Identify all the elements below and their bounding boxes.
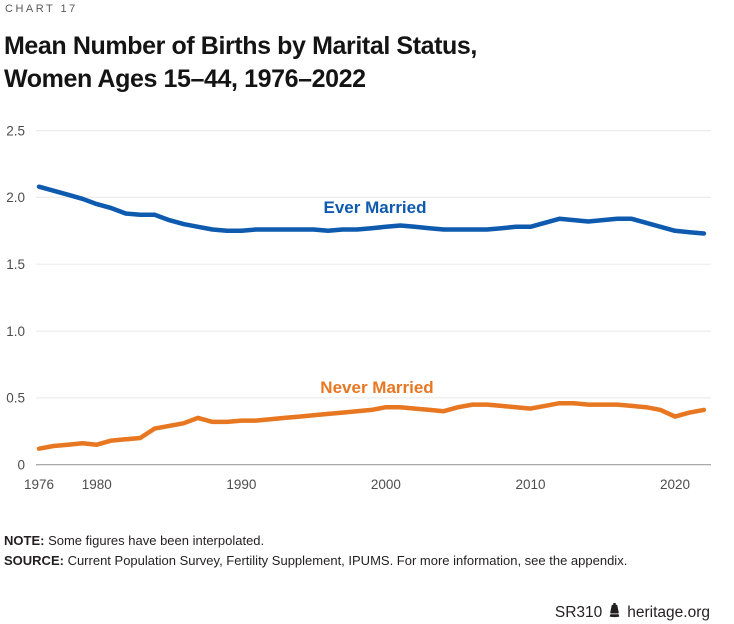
chart-title: Mean Number of Births by Marital Status,…: [4, 32, 477, 93]
notes-block: NOTE: Some figures have been interpolate…: [4, 531, 627, 571]
line-chart: 0 0.5 1.0 1.5 2.0 2.5 1976 1980 1990 2000 2010 2020…: [6, 123, 711, 492]
note-line: NOTE: Some figures have been interpolate…: [4, 531, 627, 551]
liberty-bell-icon: [608, 603, 621, 623]
x-tick-label: 1980: [82, 477, 112, 492]
x-tick-label: 2000: [371, 477, 401, 492]
x-tick-label: 2010: [515, 477, 545, 492]
chart-number-kicker: CHART 17: [5, 3, 78, 15]
y-tick-label: 1.5: [6, 257, 25, 272]
site-name: heritage.org: [627, 604, 710, 621]
note-text: Some figures have been interpolated.: [44, 533, 265, 548]
x-tick-label: 2020: [660, 477, 690, 492]
never-married-label: Never Married: [320, 378, 433, 397]
ever-married-label: Ever Married: [324, 198, 427, 217]
ever-married-line: [36, 184, 707, 236]
y-tick-label: 0: [17, 458, 25, 473]
never-married-line: [36, 400, 707, 451]
note-label: NOTE:: [4, 533, 45, 548]
y-tick-label: 2.5: [6, 123, 25, 138]
source-line: SOURCE: Current Population Survey, Ferti…: [4, 551, 627, 571]
report-id: SR310: [554, 604, 603, 621]
source-label: SOURCE:: [4, 553, 64, 568]
source-text: Current Population Survey, Fertility Sup…: [63, 553, 628, 568]
y-tick-label: 2.0: [6, 190, 25, 205]
report-footer: SR310 heritage.org: [555, 603, 710, 623]
x-tick-label: 1990: [226, 477, 256, 492]
x-tick-label: 1976: [24, 477, 54, 492]
y-tick-label: 0.5: [6, 391, 25, 406]
y-tick-label: 1.0: [6, 324, 25, 339]
